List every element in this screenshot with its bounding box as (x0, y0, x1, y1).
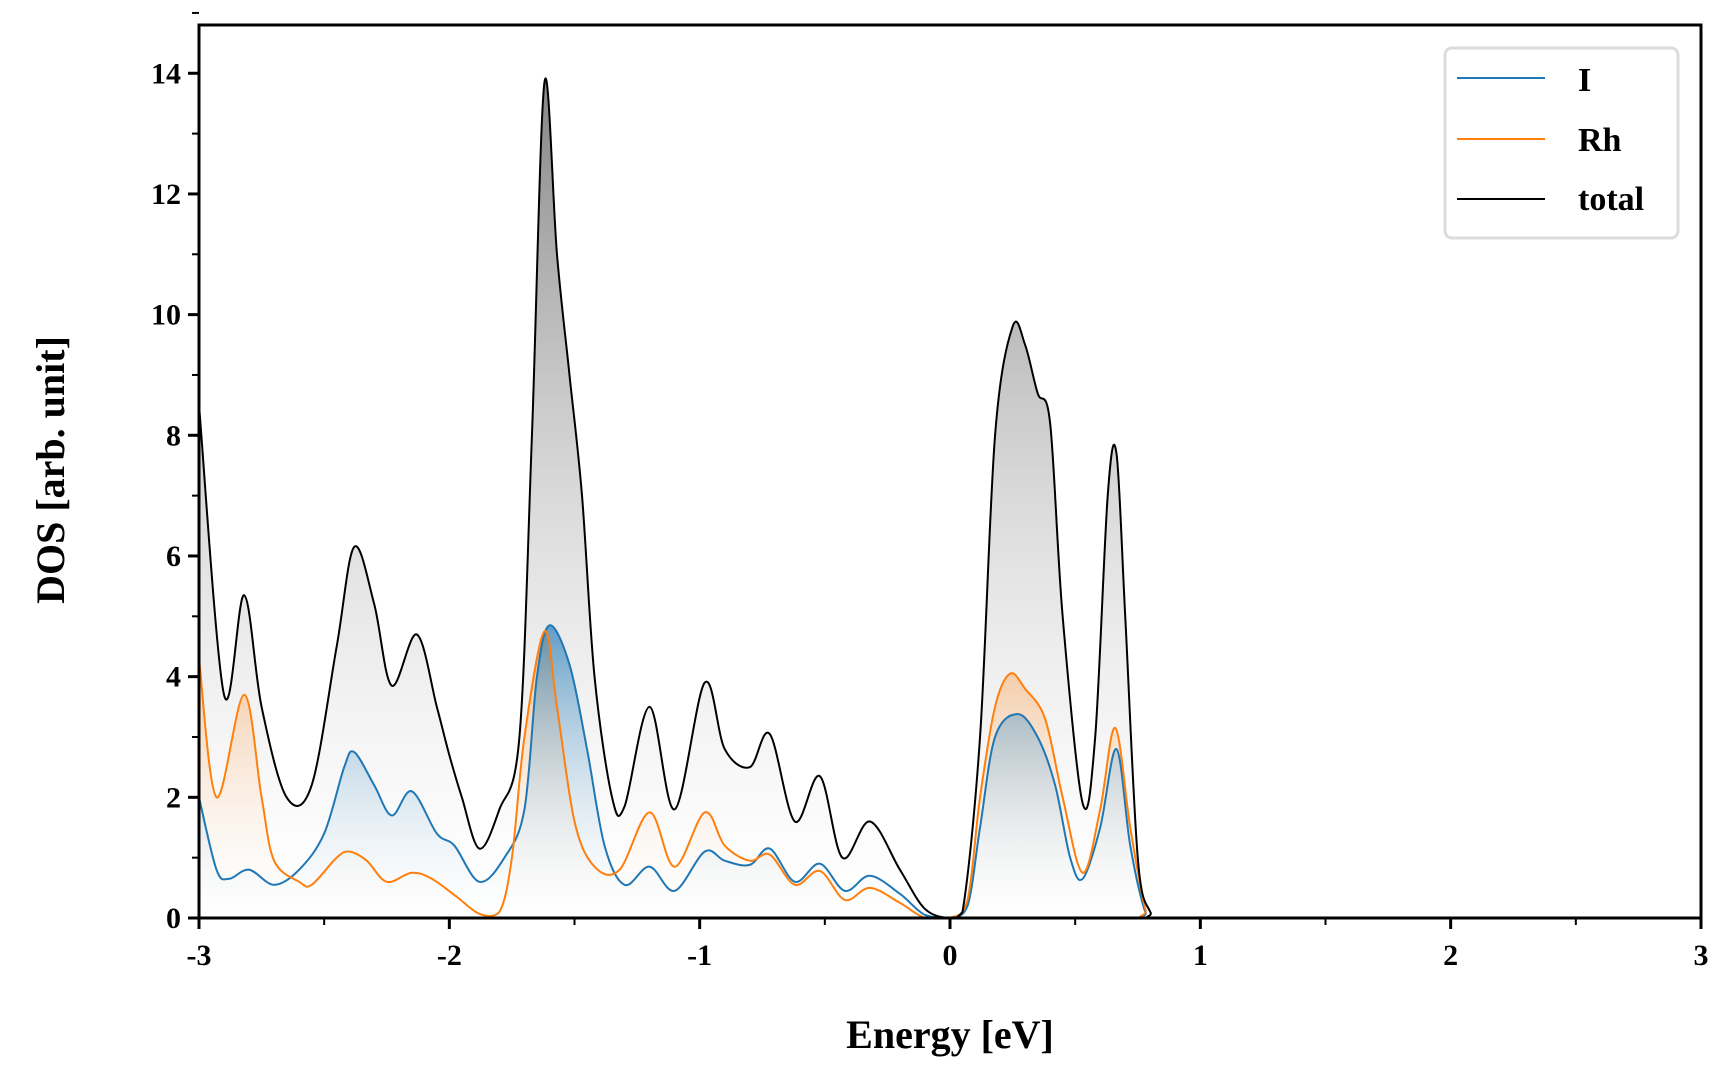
y-tick-label: 14 (151, 57, 181, 90)
y-tick-label: 0 (166, 902, 181, 935)
series-lines (198, 77, 1701, 920)
legend-label-I: I (1578, 62, 1591, 99)
y-tick-label: 6 (166, 540, 181, 573)
x-tick-label: -3 (187, 939, 212, 972)
x-tick-label: 0 (943, 939, 958, 972)
x-tick-label: -1 (687, 939, 712, 972)
x-tick-label: 2 (1443, 939, 1458, 972)
legend: I Rh total (1443, 46, 1680, 240)
y-tick-label: 2 (166, 781, 181, 814)
x-axis-label: Energy [eV] (846, 1012, 1054, 1057)
series-line-Rh (198, 630, 1701, 920)
y-tick-label: 8 (166, 419, 181, 452)
y-axis-label: DOS [arb. unit] (28, 336, 73, 604)
legend-label-total: total (1578, 181, 1644, 218)
area-fill-I (199, 625, 1701, 918)
x-tick-label: 3 (1694, 939, 1709, 972)
series-line-total (198, 77, 1701, 920)
x-tick-label: 1 (1193, 939, 1208, 972)
legend-label-Rh: Rh (1578, 122, 1622, 159)
y-tick-label: 10 (151, 299, 181, 332)
legend-frame (1443, 46, 1680, 240)
series-line-I (198, 624, 1701, 920)
y-tick-label: 4 (166, 661, 181, 694)
y-tick-label: 12 (151, 178, 181, 211)
x-tick-label: -2 (437, 939, 462, 972)
area-fills (199, 78, 1701, 918)
